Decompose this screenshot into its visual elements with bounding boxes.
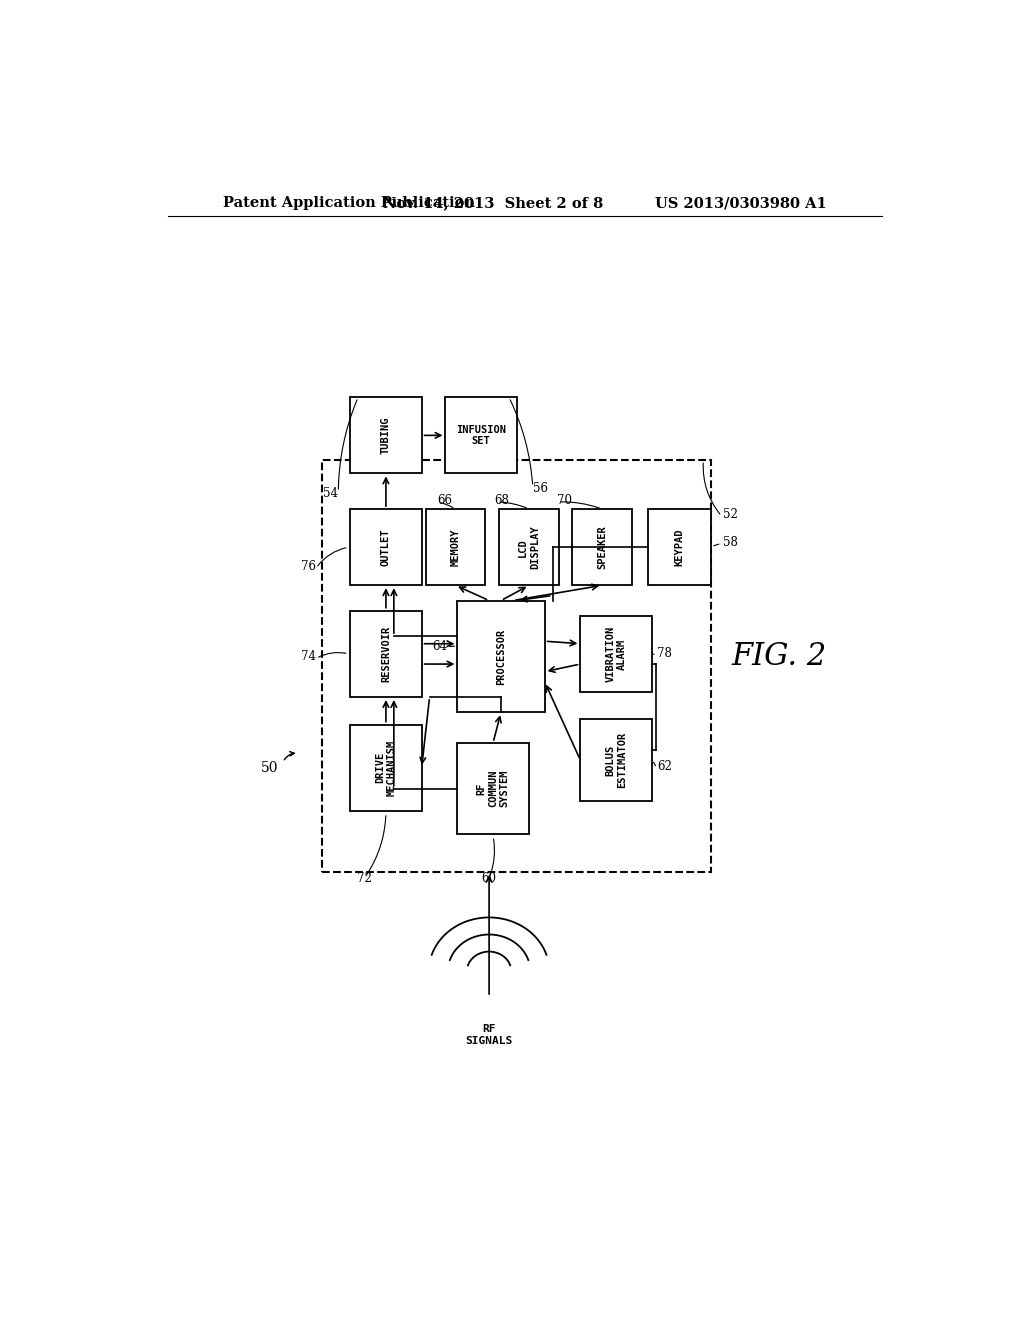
Text: 56: 56 [532, 482, 548, 495]
Text: Nov. 14, 2013  Sheet 2 of 8: Nov. 14, 2013 Sheet 2 of 8 [383, 197, 603, 210]
Bar [350, 510, 422, 585]
Bar [426, 510, 485, 585]
Text: 64: 64 [432, 640, 447, 653]
Text: OUTLET: OUTLET [381, 528, 391, 566]
Text: PROCESSOR: PROCESSOR [496, 628, 506, 685]
Text: KEYPAD: KEYPAD [675, 528, 685, 566]
Bar [323, 461, 712, 873]
Text: 68: 68 [495, 495, 510, 507]
Text: 58: 58 [723, 536, 738, 549]
Text: 60: 60 [481, 871, 497, 884]
Text: FIG. 2: FIG. 2 [731, 642, 826, 672]
Text: INFUSION
SET: INFUSION SET [456, 425, 506, 446]
Bar [500, 510, 559, 585]
Bar [350, 611, 422, 697]
Bar [648, 510, 712, 585]
Text: VIBRATION
ALARM: VIBRATION ALARM [605, 626, 627, 682]
Text: RESERVOIR: RESERVOIR [381, 626, 391, 682]
Text: 78: 78 [657, 647, 672, 660]
Text: 70: 70 [557, 495, 571, 507]
Text: TUBING: TUBING [381, 417, 391, 454]
Bar [350, 397, 422, 474]
Text: 74: 74 [301, 649, 316, 663]
Text: DRIVE
MECHANISM: DRIVE MECHANISM [375, 739, 396, 796]
Text: 66: 66 [437, 495, 453, 507]
Bar [581, 616, 651, 692]
Bar [458, 601, 545, 713]
Text: US 2013/0303980 A1: US 2013/0303980 A1 [654, 197, 826, 210]
Text: 72: 72 [357, 871, 372, 884]
Bar [445, 397, 517, 474]
Text: LCD
DISPLAY: LCD DISPLAY [518, 525, 540, 569]
Text: Patent Application Publication: Patent Application Publication [223, 197, 475, 210]
Text: 52: 52 [723, 508, 738, 520]
Text: RF
COMMUN
SYSTEM: RF COMMUN SYSTEM [476, 770, 510, 808]
Text: 54: 54 [324, 487, 338, 500]
Bar [572, 510, 632, 585]
Bar [458, 743, 528, 834]
Text: 62: 62 [657, 760, 672, 772]
Text: 50: 50 [260, 762, 278, 775]
Text: BOLUS
ESTIMATOR: BOLUS ESTIMATOR [605, 733, 627, 788]
Text: 76: 76 [301, 561, 316, 573]
Bar [581, 719, 651, 801]
Bar [350, 725, 422, 810]
Text: SPEAKER: SPEAKER [597, 525, 607, 569]
Text: RF
SIGNALS: RF SIGNALS [466, 1024, 513, 1045]
Text: MEMORY: MEMORY [451, 528, 461, 566]
